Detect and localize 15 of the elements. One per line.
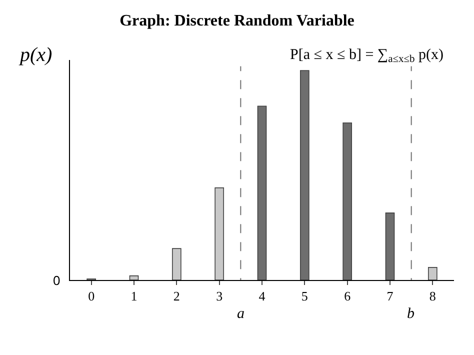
text: 0 <box>53 273 60 288</box>
x-tick-label: 3 <box>216 288 223 304</box>
x-tick-label: 5 <box>301 288 308 304</box>
x-tick-label: 1 <box>130 288 138 304</box>
x-tick-label: 6 <box>344 288 352 304</box>
x-tick-label: 4 <box>258 288 266 304</box>
x-tick-label: 2 <box>173 288 180 304</box>
x-tick-label: 0 <box>88 288 95 304</box>
y-axis-title: p(x) <box>18 44 53 66</box>
ref-line-label: b <box>407 306 415 322</box>
chart-title: Graph: Discrete Random Variable <box>120 12 354 30</box>
x-tick-label: 7 <box>386 288 394 304</box>
text: P[a ≤ x ≤ b] = ∑$_{a≤x≤b}$ p(x) <box>290 47 444 66</box>
ref-line-label: a <box>237 306 244 322</box>
x-tick-label: 8 <box>429 288 436 304</box>
